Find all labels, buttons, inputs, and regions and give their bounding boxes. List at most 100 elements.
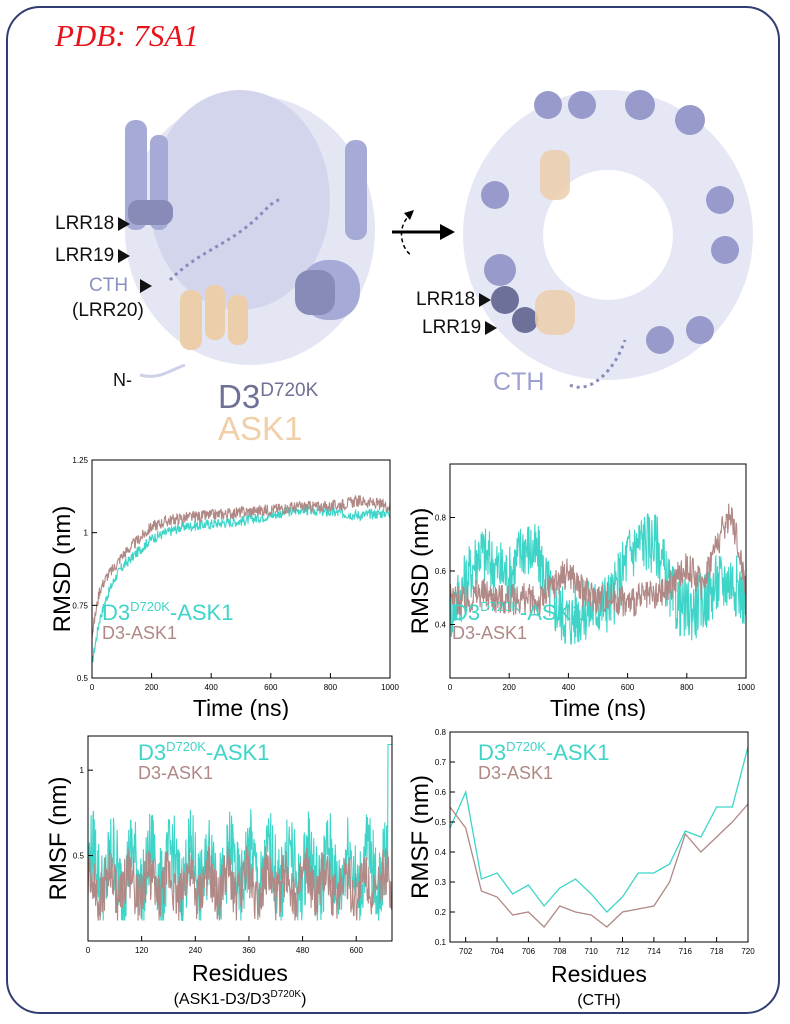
legend-mutant: D3D720K-ASK1 bbox=[478, 739, 609, 765]
series-line-mutant bbox=[449, 746, 749, 913]
series-line-wildtype bbox=[449, 803, 749, 928]
left-lrr18-label: LRR18 bbox=[55, 213, 131, 235]
right-cth-label: CTH bbox=[493, 368, 545, 396]
structure-illustration bbox=[125, 90, 753, 389]
rotation-arrow bbox=[392, 210, 455, 257]
series-group bbox=[91, 494, 391, 663]
arrowhead-icon bbox=[118, 248, 131, 263]
series-group bbox=[87, 743, 393, 922]
y-axis-label: RMSF (nm) bbox=[407, 775, 434, 899]
left-cth-sub-label: (LRR20) bbox=[72, 300, 144, 321]
x-tick-label: 400 bbox=[205, 683, 219, 692]
y-tick-label: 0.2 bbox=[435, 908, 447, 917]
arrowhead-icon bbox=[140, 278, 153, 293]
y-tick-label: 1.25 bbox=[72, 456, 88, 465]
structure-left bbox=[125, 90, 375, 378]
x-tick-label: 360 bbox=[242, 946, 256, 955]
left-cth-label: CTH bbox=[89, 275, 153, 297]
x-tick-label: 0 bbox=[90, 683, 95, 692]
structure-right bbox=[463, 90, 753, 389]
y-tick-label: 0.6 bbox=[435, 567, 447, 576]
x-tick-label: 712 bbox=[616, 947, 630, 956]
x-axis-label: Time (ns) bbox=[550, 695, 646, 720]
series-line-wildtype bbox=[91, 494, 391, 639]
y-tick-label: 0.1 bbox=[435, 938, 447, 947]
series-line-mutant bbox=[449, 513, 747, 645]
panel-frame bbox=[6, 6, 780, 1014]
arrowhead-icon bbox=[485, 320, 498, 335]
series-line-wildtype bbox=[87, 845, 393, 921]
x-tick-label: 706 bbox=[522, 947, 536, 956]
y-tick-label: 0.3 bbox=[435, 878, 447, 887]
rmsf-chart-full: 0 120 240 360 480 600 0.5 1 RMSF (nm) Residues (AS… bbox=[45, 735, 393, 1008]
x-axis-label: Residues bbox=[551, 961, 647, 987]
pdb-label: PDB: 7SA1 bbox=[55, 18, 199, 53]
x-tick-label: 120 bbox=[135, 946, 149, 955]
x-tick-label: 800 bbox=[324, 683, 338, 692]
series-group bbox=[449, 503, 747, 645]
x-tick-label: 800 bbox=[680, 683, 694, 692]
x-axis-sublabel: (ASK1-D3/D3D720K) bbox=[174, 989, 307, 1008]
x-tick-label: 600 bbox=[621, 683, 635, 692]
d3-mutant-label: D3D720K bbox=[218, 378, 319, 415]
x-tick-label: 240 bbox=[189, 946, 203, 955]
x-tick-label: 716 bbox=[679, 947, 693, 956]
n-terminus-label: N- bbox=[113, 370, 132, 390]
right-lrr19-label: LRR19 bbox=[422, 317, 498, 339]
legend-mutant: D3D720K-ASK1 bbox=[452, 599, 583, 625]
x-tick-label: 480 bbox=[296, 946, 310, 955]
x-tick-label: 1000 bbox=[737, 683, 755, 692]
y-axis-label: RMSD (nm) bbox=[49, 506, 76, 633]
plot-frame bbox=[91, 459, 391, 679]
y-axis-label: RMSF (nm) bbox=[45, 777, 72, 901]
y-tick-label: 0.5 bbox=[435, 818, 447, 827]
right-lrr18-label: LRR18 bbox=[416, 289, 492, 311]
legend-wildtype: D3-ASK1 bbox=[452, 623, 527, 643]
y-tick-label: 1 bbox=[84, 529, 89, 538]
arrowhead-icon bbox=[118, 216, 131, 231]
x-tick-label: 0 bbox=[448, 683, 453, 692]
x-tick-label: 200 bbox=[503, 683, 517, 692]
y-axis-label: RMSD (nm) bbox=[407, 508, 434, 635]
x-tick-label: 702 bbox=[459, 947, 473, 956]
legend-wildtype: D3-ASK1 bbox=[138, 763, 213, 783]
series-line-mutant bbox=[91, 503, 391, 663]
ask1-label: ASK1 bbox=[218, 410, 303, 447]
series-line-wildtype bbox=[449, 503, 747, 617]
y-tick-label: 0.75 bbox=[72, 601, 88, 610]
legend-mutant: D3D720K-ASK1 bbox=[138, 739, 269, 765]
rmsd-chart-full: 0 200 400 600 800 1000 0.5 0.75 1 1.25 RMSD (nm) Ti… bbox=[49, 456, 399, 720]
x-tick-label: 600 bbox=[350, 946, 364, 955]
legend-mutant: D3D720K-ASK1 bbox=[102, 599, 233, 625]
x-axis-label: Time (ns) bbox=[193, 695, 289, 720]
y-tick-label: 0.4 bbox=[435, 621, 447, 630]
x-tick-label: 710 bbox=[584, 947, 598, 956]
y-tick-label: 0.5 bbox=[77, 674, 89, 683]
x-tick-label: 200 bbox=[145, 683, 159, 692]
x-tick-label: 0 bbox=[86, 946, 91, 955]
legend-wildtype: D3-ASK1 bbox=[478, 763, 553, 783]
y-tick-label: 0.6 bbox=[435, 788, 447, 797]
x-axis-label: Residues bbox=[192, 960, 288, 986]
x-tick-label: 400 bbox=[562, 683, 576, 692]
x-tick-label: 708 bbox=[553, 947, 567, 956]
y-tick-label: 0.8 bbox=[435, 514, 447, 523]
x-tick-label: 704 bbox=[490, 947, 504, 956]
legend-wildtype: D3-ASK1 bbox=[102, 623, 177, 643]
y-tick-label: 0.7 bbox=[435, 758, 447, 767]
left-lrr19-label: LRR19 bbox=[55, 245, 131, 267]
arrowhead-icon bbox=[479, 292, 492, 307]
x-tick-label: 720 bbox=[741, 947, 755, 956]
y-tick-label: 1 bbox=[80, 766, 85, 775]
y-tick-label: 0.4 bbox=[435, 848, 447, 857]
x-axis-sublabel: (CTH) bbox=[577, 992, 621, 1009]
series-group bbox=[449, 746, 749, 928]
x-tick-label: 714 bbox=[647, 947, 661, 956]
rmsf-chart-cth: 702 704 706 708 710 712 714 716 718 720 0.1 0.2 0.3 0… bbox=[407, 728, 755, 1009]
plot-frame bbox=[449, 731, 749, 943]
x-tick-label: 718 bbox=[710, 947, 724, 956]
x-tick-label: 600 bbox=[264, 683, 278, 692]
x-tick-label: 1000 bbox=[381, 683, 399, 692]
y-tick-label: 0.5 bbox=[73, 852, 85, 861]
